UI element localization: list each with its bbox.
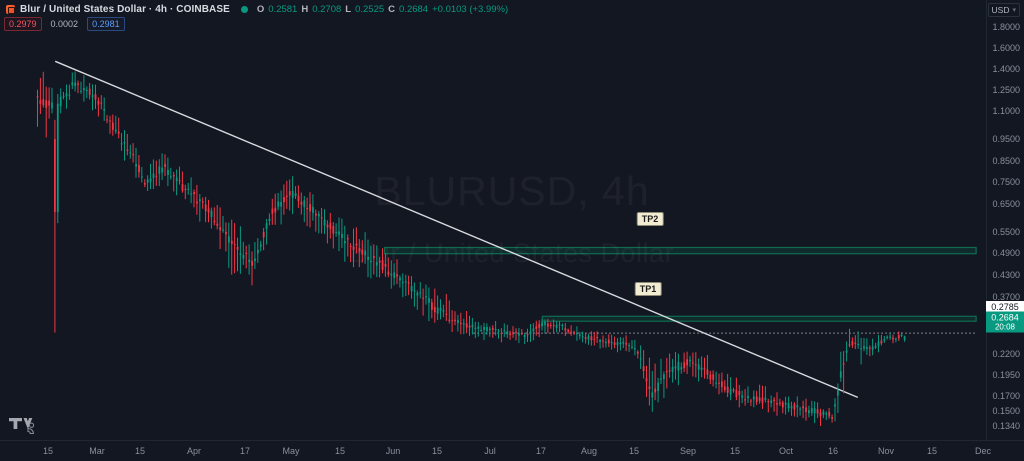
time-axis-label: 15: [334, 446, 346, 456]
indicator-value-red[interactable]: 0.2979: [4, 16, 42, 31]
market-status-dot: [240, 5, 248, 13]
price-axis-label: 0.1700: [992, 391, 1020, 401]
price-axis-label: 1.1000: [992, 106, 1020, 116]
time-axis-label: Apr: [186, 446, 202, 456]
ohlc-close-key: C: [388, 3, 396, 15]
time-axis-label: Aug: [580, 446, 598, 456]
chart-legend: Blur / United States Dollar · 4h · COINB…: [6, 2, 508, 16]
blur-logo-icon: [6, 4, 15, 14]
time-axis-label: 15: [42, 446, 54, 456]
candlestick-series: [36, 71, 906, 426]
time-axis-label: 17: [239, 446, 251, 456]
bar-countdown: 20:08: [994, 322, 1016, 332]
time-axis-label: 15: [431, 446, 443, 456]
chart-pane[interactable]: [0, 0, 986, 440]
time-axis-label: Sep: [679, 446, 697, 456]
time-axis-label: 16: [827, 446, 839, 456]
time-axis-label: 15: [628, 446, 640, 456]
price-axis-label: 1.8000: [992, 22, 1020, 32]
price-axis-label: 1.2500: [992, 85, 1020, 95]
currency-label: USD: [991, 5, 1010, 15]
drawings-overlay: [54, 60, 977, 399]
indicator-value-blue[interactable]: 0.2981: [87, 16, 125, 31]
price-axis-label: 0.4300: [992, 270, 1020, 280]
time-axis-label: 15: [134, 446, 146, 456]
time-axis-label: 15: [926, 446, 938, 456]
price-axis-label: 0.6500: [992, 199, 1020, 209]
ohlc-readout: O 0.2581 H 0.2708 L 0.2525 C 0.2684 +0.0103 …: [257, 4, 508, 15]
current-price-tag[interactable]: 0.2684 20:08: [986, 311, 1024, 333]
ohlc-close-value: 0.2684: [399, 3, 429, 15]
price-axis-label: 0.7500: [992, 177, 1020, 187]
price-axis-label: 1.6000: [992, 43, 1020, 53]
price-axis-label: 0.3700: [992, 292, 1020, 302]
tp1-label[interactable]: TP1: [634, 282, 662, 296]
price-axis-label: 0.2200: [992, 349, 1020, 359]
price-axis-label: 0.1950: [992, 370, 1020, 380]
indicator-values-row: 0.2979 0.0002 0.2981: [4, 16, 125, 31]
time-axis[interactable]: 15 Mar 15 Apr 17 May 15 Jun 15 Jul 17 Aug 15 Sep 15 Oct…: [0, 440, 1024, 461]
time-axis-label: Mar: [89, 446, 105, 456]
currency-selector[interactable]: USD ▾: [987, 3, 1020, 17]
price-axis-label: 0.4900: [992, 248, 1020, 258]
symbol-title[interactable]: Blur / United States Dollar · 4h · COINB…: [20, 3, 230, 15]
tradingview-logo[interactable]: [8, 416, 42, 436]
ohlc-high-key: H: [301, 3, 309, 15]
time-axis-label: 17: [535, 446, 547, 456]
time-axis-label: Jul: [484, 446, 496, 456]
price-axis-label: 0.5500: [992, 227, 1020, 237]
time-axis-label: Nov: [877, 446, 895, 456]
price-axis-label: 0.1500: [992, 406, 1020, 416]
price-axis-label: 0.1340: [992, 421, 1020, 431]
indicator-value-plain[interactable]: 0.0002: [50, 18, 79, 29]
ohlc-low-key: L: [345, 3, 352, 15]
time-axis-label: Jun: [385, 446, 401, 456]
ohlc-low-value: 0.2525: [355, 3, 385, 15]
ohlc-open-key: O: [256, 3, 265, 15]
ohlc-open-value: 0.2581: [268, 3, 298, 15]
price-axis-label: 1.4000: [992, 64, 1020, 74]
time-axis-label: Oct: [778, 446, 794, 456]
time-axis-label: 15: [729, 446, 741, 456]
ohlc-high-value: 0.2708: [312, 3, 342, 15]
time-axis-label: May: [282, 446, 300, 456]
tp2-label[interactable]: TP2: [636, 212, 664, 226]
chevron-down-icon: ▾: [1012, 7, 1016, 14]
crosshair-price-tag: 0.2785: [986, 301, 1024, 313]
price-axis-label: 0.9500: [992, 134, 1020, 144]
price-axis-label: 0.8500: [992, 156, 1020, 166]
price-axis[interactable]: USD ▾ 1.8000 1.6000 1.4000 1.2500 1.1000 0.95…: [986, 0, 1024, 461]
ohlc-change: +0.0103 (+3.99%): [432, 3, 509, 15]
current-price-value: 0.2684: [991, 312, 1019, 323]
time-axis-label: Dec: [974, 446, 992, 456]
